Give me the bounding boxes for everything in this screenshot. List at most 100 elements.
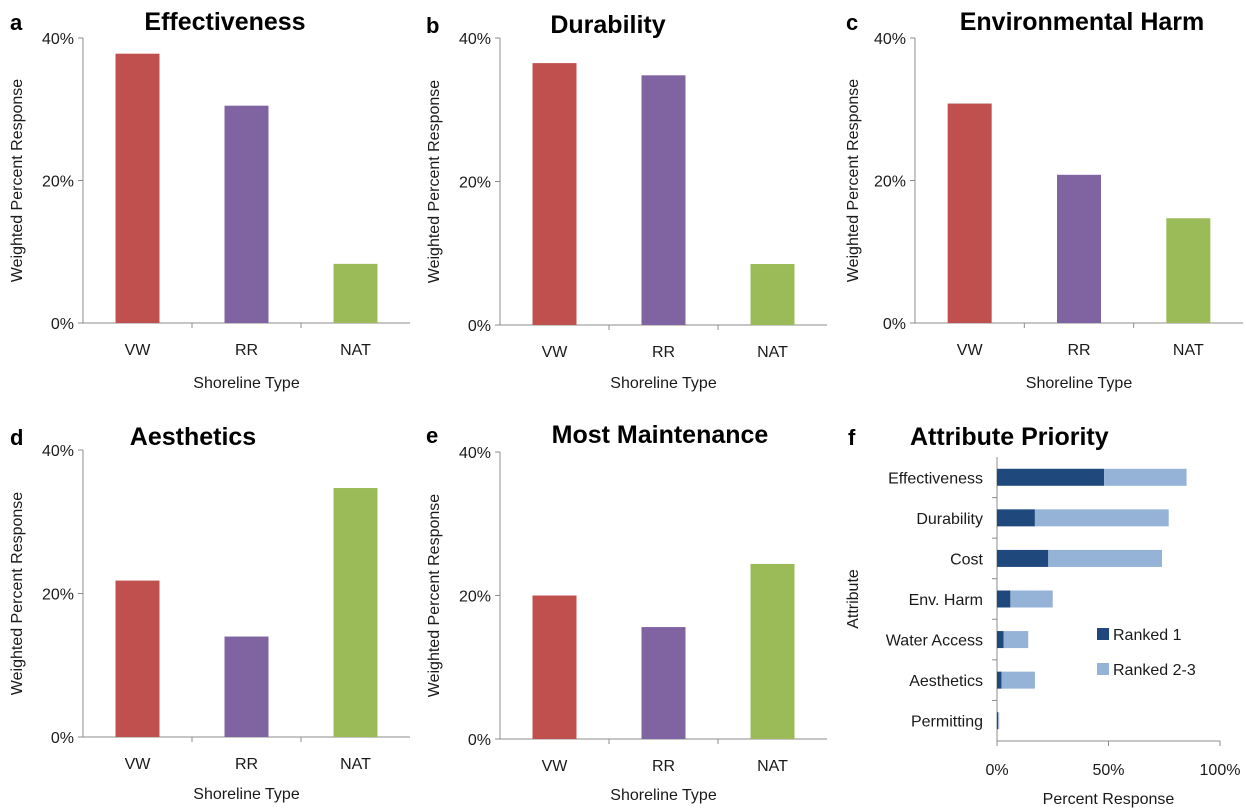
y-axis-label: Attribute bbox=[845, 569, 862, 629]
x-tick-label: VW bbox=[542, 344, 569, 361]
y-tick-label: Water Access bbox=[886, 633, 983, 650]
bar-segment-ranked-1 bbox=[997, 468, 1105, 486]
y-tick-label: 40% bbox=[42, 443, 74, 460]
x-tick-label: 50% bbox=[1092, 762, 1124, 779]
y-tick-label: Permitting bbox=[911, 714, 983, 731]
y-axis-label: Weighted Percent Response bbox=[845, 79, 862, 282]
y-tick-label: 40% bbox=[42, 31, 74, 48]
bar-segment-ranked-2-3 bbox=[1048, 549, 1163, 567]
x-axis-label: Shoreline Type bbox=[193, 375, 300, 392]
y-tick-label: 20% bbox=[874, 174, 906, 191]
bar-nat bbox=[333, 263, 378, 323]
bar-segment-ranked-2-3 bbox=[1104, 468, 1187, 486]
bar-vw bbox=[115, 53, 160, 324]
y-axis-label: Weighted Percent Response bbox=[9, 79, 26, 282]
x-tick-label: NAT bbox=[757, 758, 788, 775]
y-tick-label: 0% bbox=[468, 318, 491, 335]
y-tick-label: Effectiveness bbox=[888, 470, 983, 487]
x-axis-label: Shoreline Type bbox=[1026, 375, 1133, 392]
legend: Ranked 1 Ranked 2-3 bbox=[1097, 627, 1196, 679]
x-tick-label: VW bbox=[125, 342, 152, 359]
y-tick-label: 20% bbox=[42, 174, 74, 191]
y-tick-label: 20% bbox=[459, 589, 491, 606]
bar-segment-ranked-2-3 bbox=[1003, 631, 1029, 649]
x-axis-label: Shoreline Type bbox=[193, 786, 300, 803]
y-tick-label: 40% bbox=[459, 445, 491, 462]
bar-segment-ranked-1 bbox=[997, 712, 999, 730]
y-axis-label: Weighted Percent Response bbox=[426, 494, 443, 697]
x-tick-label: NAT bbox=[340, 756, 371, 773]
chart-title: Aesthetics bbox=[130, 423, 256, 451]
y-tick-label: 20% bbox=[42, 587, 74, 604]
y-tick-label: 0% bbox=[468, 732, 491, 749]
bar-segment-ranked-2-3 bbox=[1001, 671, 1035, 689]
y-tick-label: 0% bbox=[51, 730, 74, 747]
bar-segment-ranked-1 bbox=[997, 549, 1049, 567]
bar-vw bbox=[532, 63, 577, 326]
bar-nat bbox=[750, 563, 795, 739]
panel-letter: e bbox=[426, 423, 438, 448]
chart-panel-c: c Environmental Harm 0% 20% 40% VW RR NAT Shorel… bbox=[845, 8, 1243, 392]
y-tick-label: 0% bbox=[883, 316, 906, 333]
bar-segment-ranked-1 bbox=[997, 509, 1035, 527]
x-axis-label: Shoreline Type bbox=[610, 787, 717, 804]
bar-vw bbox=[532, 595, 577, 739]
bar-segment-ranked-2-3 bbox=[1010, 590, 1053, 608]
bar-rr bbox=[224, 636, 269, 737]
y-tick-label: 0% bbox=[51, 316, 74, 333]
x-tick-label: NAT bbox=[757, 344, 788, 361]
panel-letter: a bbox=[10, 10, 23, 35]
bar-segment-ranked-1 bbox=[997, 671, 1002, 689]
chart-panel-a: a Effectiveness 0% 20% 40% VW RR NAT Shoreline T… bbox=[9, 8, 410, 392]
x-tick-label: RR bbox=[1067, 342, 1090, 359]
y-axis-label: Weighted Percent Response bbox=[9, 492, 26, 695]
x-tick-label: NAT bbox=[1173, 342, 1204, 359]
bar-segment-ranked-2-3 bbox=[998, 712, 1000, 730]
x-tick-label: VW bbox=[542, 758, 569, 775]
y-tick-label: 40% bbox=[874, 31, 906, 48]
bar-rr bbox=[641, 627, 686, 739]
chart-title: Attribute Priority bbox=[910, 423, 1109, 451]
y-tick-label: Durability bbox=[916, 511, 983, 528]
x-axis-label: Shoreline Type bbox=[610, 375, 717, 392]
bar-rr bbox=[641, 75, 686, 325]
x-tick-label: NAT bbox=[340, 342, 371, 359]
x-tick-label: RR bbox=[652, 758, 675, 775]
chart-title: Effectiveness bbox=[144, 8, 305, 36]
chart-title: Most Maintenance bbox=[552, 421, 769, 449]
legend-swatch bbox=[1097, 628, 1109, 640]
y-tick-label: Env. Harm bbox=[909, 592, 983, 609]
bar-segment-ranked-2-3 bbox=[1034, 509, 1169, 527]
x-tick-label: 100% bbox=[1200, 762, 1241, 779]
x-tick-label: 0% bbox=[985, 762, 1008, 779]
legend-label: Ranked 1 bbox=[1113, 627, 1182, 644]
bar-nat bbox=[750, 264, 795, 325]
panel-letter: f bbox=[848, 425, 856, 450]
bar-vw bbox=[947, 103, 992, 323]
x-tick-label: RR bbox=[235, 342, 258, 359]
panel-letter: c bbox=[846, 10, 858, 35]
legend-swatch bbox=[1097, 663, 1109, 675]
y-tick-label: Aesthetics bbox=[909, 673, 983, 690]
bar-nat bbox=[333, 488, 378, 737]
bar-nat bbox=[1166, 218, 1211, 323]
bar-segment-ranked-1 bbox=[997, 631, 1004, 649]
y-tick-label: 40% bbox=[459, 31, 491, 48]
bar-rr bbox=[1057, 174, 1101, 323]
y-tick-label: Cost bbox=[950, 551, 983, 568]
x-tick-label: RR bbox=[235, 756, 258, 773]
x-tick-label: VW bbox=[957, 342, 984, 359]
chart-panel-b: b Durability 0% 20% 40% VW RR NAT Shoreline Type… bbox=[426, 11, 827, 392]
y-tick-label: 20% bbox=[459, 175, 491, 192]
chart-panel-f: f Attribute Priority 0% 50% 100% Effectivenes… bbox=[845, 423, 1240, 808]
x-tick-label: RR bbox=[652, 344, 675, 361]
chart-title: Durability bbox=[550, 11, 665, 39]
chart-panel-e: e Most Maintenance 0% 20% 40% VW RR NAT Shorelin… bbox=[426, 421, 827, 804]
y-axis-label: Weighted Percent Response bbox=[426, 80, 443, 283]
x-axis-label: Percent Response bbox=[1043, 791, 1175, 808]
legend-label: Ranked 2-3 bbox=[1113, 662, 1196, 679]
x-tick-label: VW bbox=[125, 756, 152, 773]
bar-vw bbox=[115, 580, 160, 737]
panel-letter: d bbox=[10, 425, 23, 450]
